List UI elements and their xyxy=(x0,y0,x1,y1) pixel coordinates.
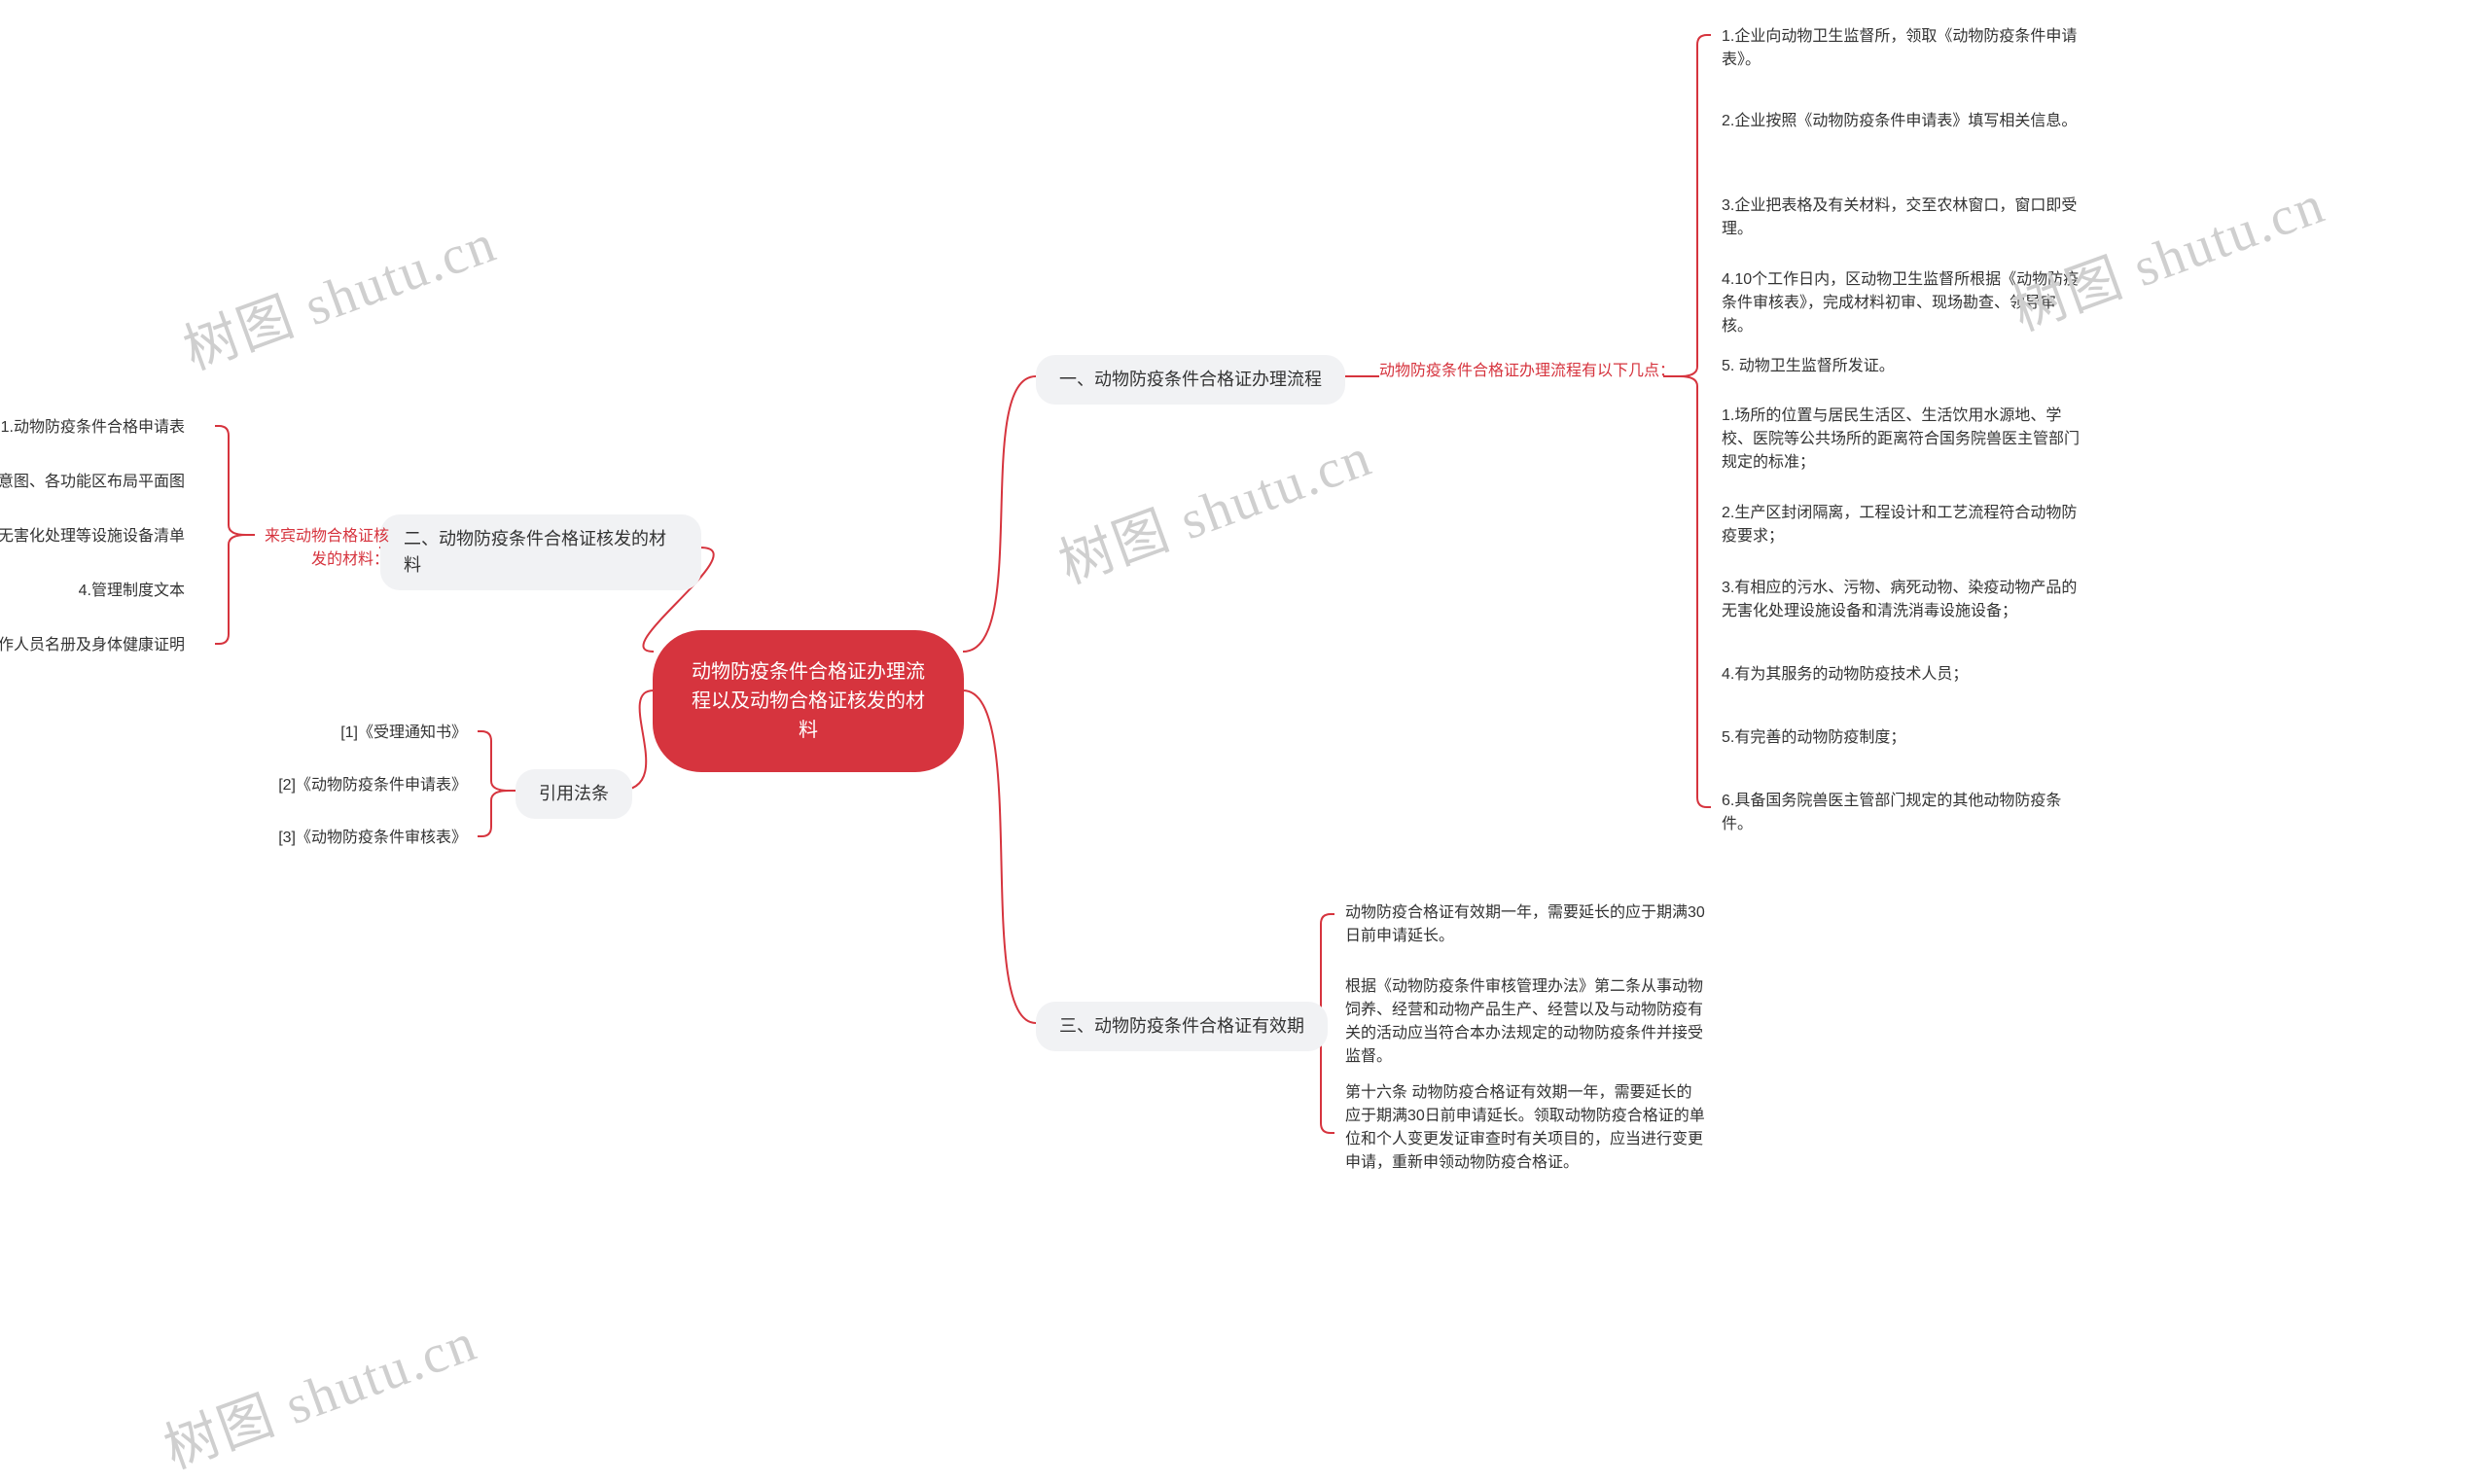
center-node[interactable]: 动物防疫条件合格证办理流程以及动物合格证核发的材料 xyxy=(653,630,964,772)
leaf-l2-1[interactable]: 2.场所地理位置示意图、各功能区布局平面图 xyxy=(0,471,185,494)
leaf-r1-8[interactable]: 4.有为其服务的动物防疫技术人员； xyxy=(1722,663,1968,687)
watermark-1: 树图 shutu.cn xyxy=(1047,413,1381,599)
leaf-l2-0[interactable]: 1.动物防疫条件合格申请表 xyxy=(0,416,185,440)
subnode-1[interactable]: 动物防疫条件合格证办理流程有以下几点： xyxy=(1379,360,1675,383)
watermark-3: 树图 shutu.cn xyxy=(152,1298,486,1484)
leaf-l4-2[interactable]: [3]《动物防疫条件审核表》 xyxy=(175,827,467,850)
leaf-l2-3[interactable]: 4.管理制度文本 xyxy=(0,580,185,603)
branch-4[interactable]: 引用法条 xyxy=(516,769,632,819)
subnode-2[interactable]: 来宾动物合格证核发的材料： xyxy=(253,525,389,572)
branch-1[interactable]: 一、动物防疫条件合格证办理流程 xyxy=(1036,355,1345,405)
leaf-r1-5[interactable]: 1.场所的位置与居民生活区、生活饮用水源地、学校、医院等公共场所的距离符合国务院… xyxy=(1722,405,2081,475)
leaf-r1-7[interactable]: 3.有相应的污水、污物、病死动物、染疫动物产品的无害化处理设施设备和清洗消毒设施… xyxy=(1722,577,2081,623)
leaf-r1-3[interactable]: 4.10个工作日内，区动物卫生监督所根据《动物防疫条件审核表》，完成材料初审、现… xyxy=(1722,268,2081,338)
leaf-r3-2[interactable]: 第十六条 动物防疫合格证有效期一年，需要延长的应于期满30日前申请延长。领取动物… xyxy=(1345,1081,1705,1175)
leaf-l2-4[interactable]: 5.工作人员名册及身体健康证明 xyxy=(0,634,185,657)
leaf-r1-1[interactable]: 2.企业按照《动物防疫条件申请表》填写相关信息。 xyxy=(1722,110,2077,133)
leaf-r1-10[interactable]: 6.具备国务院兽医主管部门规定的其他动物防疫条件。 xyxy=(1722,790,2081,836)
leaf-r3-0[interactable]: 动物防疫合格证有效期一年，需要延长的应于期满30日前申请延长。 xyxy=(1345,901,1705,948)
leaf-l4-0[interactable]: [1]《受理通知书》 xyxy=(175,722,467,745)
watermark-0: 树图 shutu.cn xyxy=(171,199,506,385)
leaf-r1-4[interactable]: 5. 动物卫生监督所发证。 xyxy=(1722,355,1895,378)
branch-3[interactable]: 三、动物防疫条件合格证有效期 xyxy=(1036,1002,1328,1051)
leaf-r3-1[interactable]: 根据《动物防疫条件审核管理办法》第二条从事动物饲养、经营和动物产品生产、经营以及… xyxy=(1345,975,1705,1069)
leaf-l2-2[interactable]: 3.清洗、消毒、无害化处理等设施设备清单 xyxy=(0,525,185,548)
mindmap-canvas xyxy=(0,0,2490,1351)
leaf-r1-9[interactable]: 5.有完善的动物防疫制度； xyxy=(1722,726,1905,750)
leaf-r1-6[interactable]: 2.生产区封闭隔离，工程设计和工艺流程符合动物防疫要求； xyxy=(1722,502,2081,548)
leaf-l4-1[interactable]: [2]《动物防疫条件申请表》 xyxy=(175,774,467,797)
branch-2[interactable]: 二、动物防疫条件合格证核发的材料 xyxy=(380,514,701,590)
leaf-r1-2[interactable]: 3.企业把表格及有关材料，交至农林窗口，窗口即受理。 xyxy=(1722,194,2081,241)
leaf-r1-0[interactable]: 1.企业向动物卫生监督所，领取《动物防疫条件申请表》。 xyxy=(1722,25,2081,72)
